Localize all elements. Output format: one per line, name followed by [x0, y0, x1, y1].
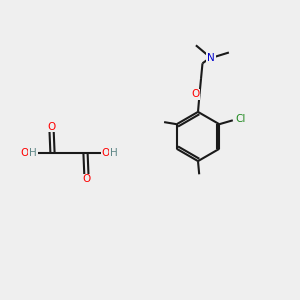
Text: Cl: Cl	[235, 114, 245, 124]
Text: O: O	[20, 148, 28, 158]
Text: H: H	[29, 148, 37, 158]
Text: O: O	[101, 148, 110, 158]
Text: O: O	[82, 174, 91, 184]
Text: H: H	[110, 148, 118, 158]
Text: N: N	[207, 53, 215, 63]
Text: O: O	[47, 122, 56, 132]
Text: O: O	[191, 89, 200, 100]
